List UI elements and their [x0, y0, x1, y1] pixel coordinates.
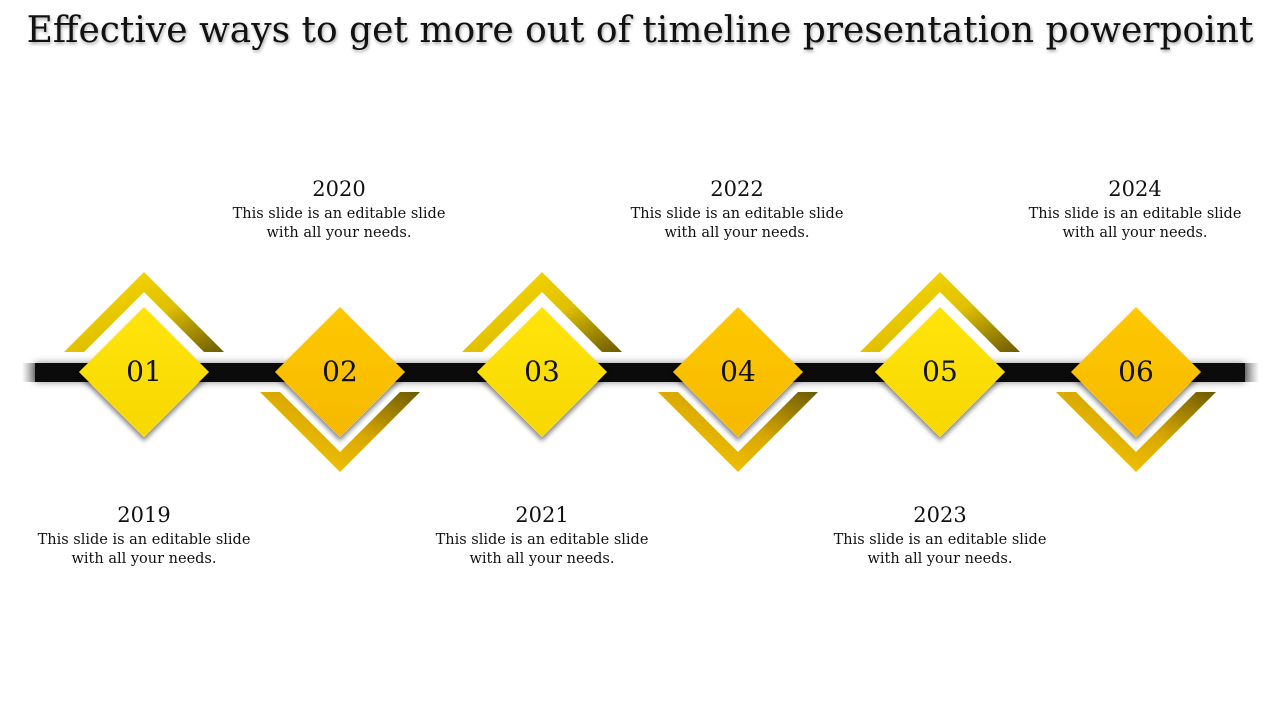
milestone-description: This slide is an editable slide with all…	[630, 206, 844, 241]
milestone-year: 2023	[913, 503, 967, 527]
milestone-year: 2019	[117, 503, 171, 527]
milestone-number: 01	[126, 355, 162, 388]
timeline-bar-right-cap	[1245, 363, 1259, 382]
milestone-description: This slide is an editable slide with all…	[435, 532, 649, 567]
milestone-number: 02	[322, 355, 358, 388]
milestone-description: This slide is an editable slide with all…	[37, 532, 251, 567]
chevron-up-03	[462, 272, 622, 352]
chevron-up-05	[860, 272, 1020, 352]
milestone-number: 05	[922, 355, 958, 388]
milestone-year: 2022	[710, 177, 764, 201]
milestone-number: 03	[524, 355, 560, 388]
milestone-description: This slide is an editable slide with all…	[1028, 206, 1242, 241]
chevron-up-01	[64, 272, 224, 352]
milestone-number: 06	[1118, 355, 1154, 388]
timeline-bar-left-cap	[22, 363, 36, 382]
milestone-description: This slide is an editable slide with all…	[833, 532, 1047, 567]
slide-title: Effective ways to get more out of timeli…	[26, 10, 1254, 51]
chevron-down-06	[1056, 392, 1216, 472]
milestone-description: This slide is an editable slide with all…	[232, 206, 446, 241]
milestone-number: 04	[720, 355, 756, 388]
timeline-bar	[35, 363, 1245, 382]
milestone-year: 2021	[515, 503, 569, 527]
chevron-down-02	[260, 392, 420, 472]
milestone-year: 2024	[1108, 177, 1162, 201]
milestone-year: 2020	[312, 177, 366, 201]
chevron-down-04	[658, 392, 818, 472]
